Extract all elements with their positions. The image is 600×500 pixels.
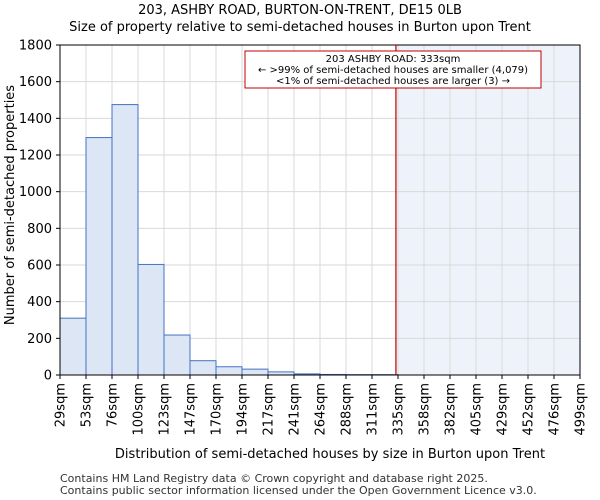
chart-title: 203, ASHBY ROAD, BURTON-ON-TRENT, DE15 0… (138, 3, 462, 18)
chart-subtitle: Size of property relative to semi-detach… (69, 20, 531, 35)
histogram-bar (85, 137, 113, 376)
y-tick-label: 1400 (19, 112, 52, 127)
x-tick-label: 358sqm (418, 383, 433, 436)
annotation-title: 203 ASHBY ROAD: 333sqm (326, 54, 461, 65)
x-tick-label: 170sqm (210, 383, 225, 436)
y-tick-label: 200 (27, 332, 52, 347)
x-tick-label: 76sqm (106, 383, 121, 427)
x-tick-label: 288sqm (340, 383, 355, 436)
y-tick-label: 1800 (19, 39, 52, 54)
y-tick-label: 1200 (19, 149, 52, 164)
larger-region-shade (395, 45, 580, 375)
x-tick-label: 499sqm (574, 383, 589, 436)
y-axis-label: Number of semi-detached properties (3, 85, 18, 325)
x-tick-label: 452sqm (522, 383, 537, 436)
x-tick-label: 241sqm (288, 383, 303, 436)
histogram-bar (215, 366, 243, 376)
y-tick-label: 0 (44, 369, 52, 384)
x-axis-label: Distribution of semi-detached houses by … (115, 447, 545, 462)
histogram-bar (163, 334, 191, 376)
histogram-bar (189, 360, 217, 376)
x-tick-label: 123sqm (158, 383, 173, 436)
x-tick-label: 405sqm (470, 383, 485, 436)
y-tick-label: 400 (27, 295, 52, 310)
x-tick-label: 264sqm (314, 383, 329, 436)
annotation-smaller: ← >99% of semi-detached houses are small… (258, 65, 528, 76)
annotation-box (244, 50, 542, 89)
x-tick-label: 382sqm (444, 383, 459, 436)
y-tick-label: 600 (27, 259, 52, 274)
x-tick-label: 53sqm (80, 383, 95, 427)
x-tick-label: 311sqm (366, 383, 381, 436)
x-tick-label: 29sqm (54, 383, 69, 427)
histogram-bar (111, 104, 139, 376)
x-tick-label: 335sqm (392, 383, 407, 436)
x-tick-label: 100sqm (132, 383, 147, 436)
x-tick-label: 217sqm (262, 383, 277, 436)
x-tick-label: 429sqm (496, 383, 511, 436)
y-tick-label: 1000 (19, 185, 52, 200)
histogram-bar (59, 317, 87, 376)
footer-copyright: Contains HM Land Registry data © Crown c… (60, 472, 488, 485)
histogram-bar (137, 263, 165, 376)
y-tick-label: 1600 (19, 75, 52, 90)
y-tick-label: 800 (27, 222, 52, 237)
histogram-bar (241, 368, 269, 376)
x-tick-label: 147sqm (184, 383, 199, 436)
x-tick-label: 476sqm (548, 383, 563, 436)
x-tick-label: 194sqm (236, 383, 251, 436)
footer-licence: Contains public sector information licen… (60, 484, 537, 497)
annotation-larger: <1% of semi-detached houses are larger (… (276, 76, 510, 87)
